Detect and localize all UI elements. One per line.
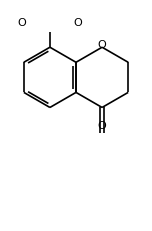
Text: O: O <box>98 40 106 50</box>
Text: O: O <box>98 121 106 131</box>
Text: O: O <box>73 18 82 27</box>
Text: O: O <box>18 18 26 27</box>
